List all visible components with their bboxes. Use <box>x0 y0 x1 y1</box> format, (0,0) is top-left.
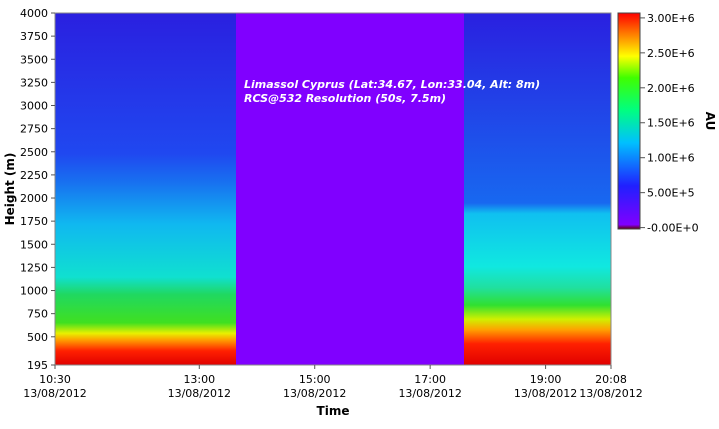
y-tick-label: 3500 <box>20 53 48 66</box>
y-tick-label: 2250 <box>20 169 48 182</box>
y-axis-title: Height (m) <box>3 153 17 226</box>
y-tick-label: 1750 <box>20 215 48 228</box>
y-tick-label: 1000 <box>20 285 48 298</box>
y-tick-label: 3000 <box>20 100 48 113</box>
y-tick-label: 195 <box>27 359 48 372</box>
x-tick-label: 13:00 13/08/2012 <box>168 373 231 400</box>
x-tick-label: 19:00 13/08/2012 <box>514 373 577 400</box>
plot-border <box>54 12 612 366</box>
heatmap-segment <box>55 13 236 365</box>
colorbar <box>617 12 641 230</box>
y-tick-label: 3750 <box>20 30 48 43</box>
colorbar-tick-label: 5.00E+5 <box>647 187 695 200</box>
colorbar-tick-label: 3.00E+6 <box>647 12 695 25</box>
colorbar-title: AU <box>703 112 717 131</box>
x-axis-title: Time <box>317 404 350 418</box>
y-tick-label: 750 <box>27 308 48 321</box>
y-tick-label: 500 <box>27 331 48 344</box>
y-tick-label: 1500 <box>20 238 48 251</box>
y-tick-label: 2750 <box>20 123 48 136</box>
y-tick-label: 4000 <box>20 7 48 20</box>
colorbar-tick-label: -0.00E+0 <box>647 222 699 235</box>
y-tick-label: 2500 <box>20 146 48 159</box>
x-tick-label: 15:00 13/08/2012 <box>283 373 346 400</box>
annotation: RCS@532 Resolution (50s, 7.5m) <box>244 92 446 105</box>
y-tick-label: 3250 <box>20 76 48 89</box>
colorbar-tick-label: 1.00E+6 <box>647 152 695 165</box>
colorbar-tick-label: 1.50E+6 <box>647 117 695 130</box>
x-tick-label: 10:30 13/08/2012 <box>23 373 86 400</box>
colorbar-tick-label: 2.50E+6 <box>647 47 695 60</box>
x-tick-label: 17:00 13/08/2012 <box>398 373 461 400</box>
heatmap-segment <box>464 13 611 365</box>
y-tick-label: 2000 <box>20 192 48 205</box>
colorbar-tick-label: 2.00E+6 <box>647 82 695 95</box>
x-tick-label: 20:08 13/08/2012 <box>579 373 642 400</box>
annotation: Limassol Cyprus (Lat:34.67, Lon:33.04, A… <box>244 78 540 91</box>
y-tick-label: 1250 <box>20 261 48 274</box>
